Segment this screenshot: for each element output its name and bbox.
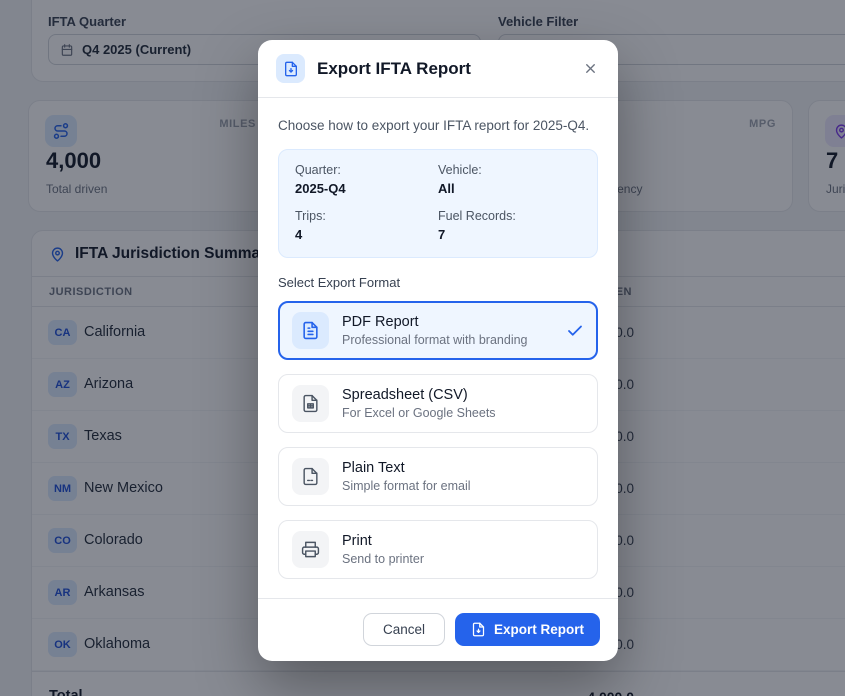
plain-file-icon: [292, 458, 329, 495]
modal-title: Export IFTA Report: [317, 58, 471, 78]
summary-trips: Trips: 4: [295, 209, 326, 242]
printer-icon: [292, 531, 329, 568]
format-option-text: PDF Report Professional format with bran…: [342, 314, 528, 347]
select-format-label: Select Export Format: [278, 275, 401, 290]
export-modal: Export IFTA Report Choose how to export …: [258, 40, 618, 661]
format-option-print[interactable]: Print Send to printer: [278, 520, 598, 579]
format-option-csv[interactable]: Spreadsheet (CSV) For Excel or Google Sh…: [278, 374, 598, 433]
pdf-file-icon: [292, 312, 329, 349]
modal-description: Choose how to export your IFTA report fo…: [278, 118, 590, 133]
modal-body: Choose how to export your IFTA report fo…: [258, 98, 618, 598]
check-icon: [566, 322, 584, 340]
file-download-icon: [471, 622, 486, 637]
spreadsheet-file-icon: [292, 385, 329, 422]
format-option-pdf[interactable]: PDF Report Professional format with bran…: [278, 301, 598, 360]
report-summary-box: Quarter: 2025-Q4 Vehicle: All Trips: 4 F…: [278, 149, 598, 258]
export-report-label: Export Report: [493, 622, 584, 637]
summary-fuel-records: Fuel Records: 7: [438, 209, 516, 242]
modal-footer: Cancel Export Report: [258, 598, 618, 661]
close-icon[interactable]: [581, 59, 600, 78]
format-option-plain-text[interactable]: Plain Text Simple format for email: [278, 447, 598, 506]
summary-vehicle: Vehicle: All: [438, 163, 482, 196]
cancel-button[interactable]: Cancel: [362, 613, 445, 646]
summary-quarter: Quarter: 2025-Q4: [295, 163, 346, 196]
file-download-icon: [276, 54, 305, 83]
modal-header: Export IFTA Report: [258, 40, 618, 98]
format-option-text: Print Send to printer: [342, 533, 424, 566]
format-option-text: Plain Text Simple format for email: [342, 460, 471, 493]
format-option-text: Spreadsheet (CSV) For Excel or Google Sh…: [342, 387, 496, 420]
export-report-button[interactable]: Export Report: [454, 613, 600, 646]
